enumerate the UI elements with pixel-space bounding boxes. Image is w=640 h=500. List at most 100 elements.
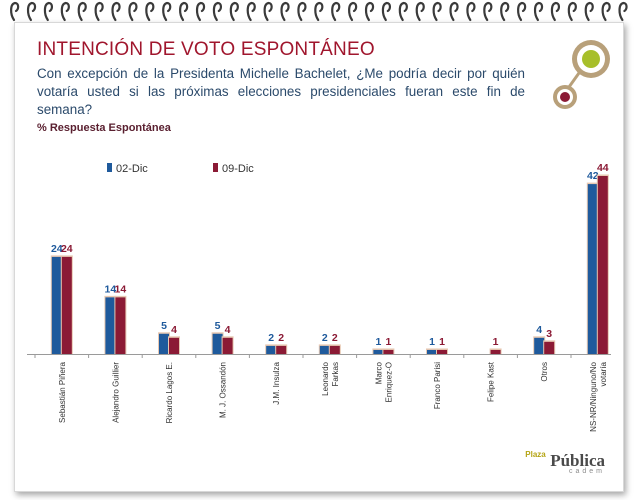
x-tick-label-line: Otros (540, 362, 549, 382)
bar-dic09 (383, 349, 394, 354)
bar-value-label: 44 (597, 162, 609, 174)
spiral-ring (246, 1, 256, 22)
spiral-ring (77, 1, 87, 22)
bar-value-label: 3 (546, 328, 552, 340)
logo-green-dot (582, 50, 600, 68)
spiral-ring (449, 1, 459, 22)
bar-value-label: 5 (215, 320, 221, 332)
logo-red-dot (560, 92, 570, 102)
spiral-ring (584, 1, 594, 22)
circles-logo-icon (553, 40, 610, 109)
bar-value-label: 5 (161, 320, 167, 332)
spiral-ring (162, 1, 172, 22)
x-tick-label: Ricardo Lagos E. (165, 362, 174, 423)
page-title: INTENCIÓN DE VOTO ESPONTÁNEO (37, 39, 375, 60)
notebook-spiral-binding (10, 1, 628, 22)
bar-value-label: 4 (225, 324, 231, 336)
spiral-ring (466, 1, 476, 22)
spiral-ring (297, 1, 307, 22)
spiral-ring (26, 1, 37, 22)
spiral-ring (415, 1, 425, 22)
bar-value-label: 14 (115, 283, 127, 295)
legend-label: 09-Dic (222, 163, 254, 175)
x-tick-label: Otros (540, 362, 549, 382)
logo-connector (567, 72, 581, 88)
bar-dic09 (169, 337, 179, 354)
bar-value-label: 14 (105, 283, 117, 295)
bar-dic09 (490, 349, 501, 354)
spiral-ring (280, 1, 290, 22)
spiral-ring (432, 1, 442, 22)
spiral-ring (364, 1, 375, 22)
brand-logo: Plaza Pública cadem (525, 450, 605, 475)
bar-dic09 (115, 297, 126, 354)
spiral-ring (381, 1, 392, 22)
brand-sub-text: cadem (568, 468, 605, 475)
x-tick-label-line: Farkas (331, 362, 340, 386)
bar-dic09 (276, 345, 287, 354)
legend-label: 02-Dic (116, 163, 148, 175)
x-tick-label-line: Ricardo Lagos E. (165, 362, 174, 423)
bar-value-label: 2 (332, 332, 338, 344)
spiral-ring (550, 1, 561, 22)
x-tick-label: Alejandro Guillier (111, 362, 120, 423)
spiral-ring (567, 1, 577, 22)
bar-dic02 (212, 333, 223, 354)
spiral-ring (263, 1, 273, 22)
brand-name: Pública (550, 451, 605, 470)
x-tick-label-line: NS-NR/Ninguno/No (589, 361, 598, 431)
bar-dic02 (319, 345, 330, 354)
spiral-ring (60, 1, 70, 22)
spiral-ring (10, 1, 20, 22)
spiral-ring (533, 1, 544, 22)
bar-dic09 (597, 176, 608, 354)
x-tick-label-line: Felipe Kast (487, 361, 496, 402)
x-tick-label-line: Alejandro Guillier (111, 362, 120, 423)
bar-value-label: 2 (278, 332, 284, 344)
spiral-ring (398, 1, 408, 22)
bar-value-label: 1 (429, 336, 435, 348)
spiral-ring (145, 1, 155, 22)
spiral-ring (618, 1, 628, 22)
spiral-ring (128, 1, 138, 22)
legend-swatch (213, 163, 218, 172)
survey-question: Con excepción de la Presidenta Michelle … (37, 66, 525, 117)
bar-value-label: 42 (587, 170, 599, 182)
spiral-ring (331, 1, 341, 22)
bar-dic02 (587, 184, 598, 354)
x-tick-label-line: Enriquez-O (384, 362, 393, 402)
bar-dic09 (222, 337, 233, 354)
bar-value-label: 2 (268, 332, 274, 344)
spiral-ring (500, 1, 510, 22)
slide-card: INTENCIÓN DE VOTO ESPONTÁNEO Con excepci… (14, 22, 624, 492)
x-tick-label-line: Sebastián Piñera (58, 361, 67, 422)
bar-value-label: 1 (375, 336, 381, 348)
x-tick-label-line: M. J. Ossandón (219, 362, 228, 418)
x-tick-label-line: J.M. Insulza (272, 361, 281, 404)
spiral-ring (111, 1, 121, 22)
spiral-ring (348, 1, 358, 22)
x-tick-label: J.M. Insulza (272, 361, 281, 404)
spiral-ring (229, 1, 239, 22)
bar-dic02 (159, 333, 169, 354)
bar-dic09 (437, 349, 447, 354)
x-tick-label: Sebastián Piñera (58, 361, 67, 422)
brand-sup-text: Plaza (525, 450, 546, 459)
spiral-ring (179, 1, 189, 22)
bar-dic09 (544, 341, 555, 354)
bar-dic02 (105, 297, 116, 354)
x-tick-label: Leonardo Farkas (321, 361, 340, 395)
bar-value-label: 1 (385, 336, 391, 348)
category-group: 1 (463, 336, 502, 358)
x-tick-label: Marco Enriquez-O (374, 361, 393, 402)
x-tick-label: Franco Parisi (433, 362, 442, 409)
